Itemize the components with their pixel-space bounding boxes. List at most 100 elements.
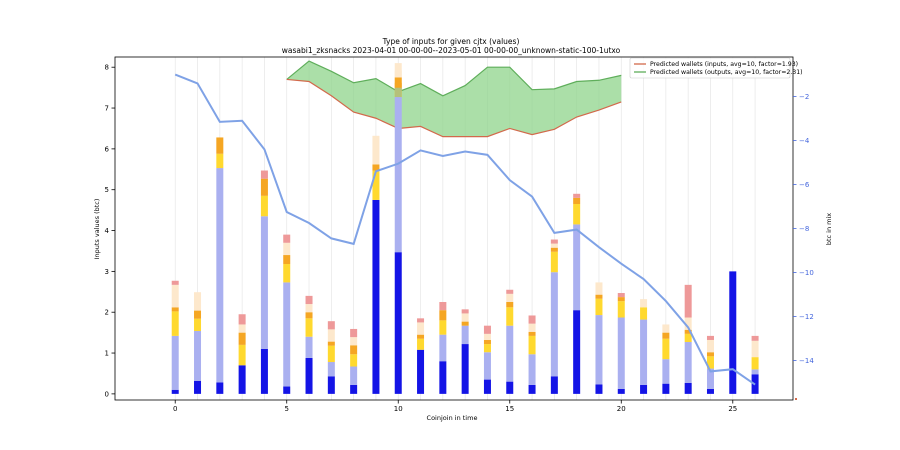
bar-segment [216,153,224,169]
bar-segment [283,234,291,243]
line-series [174,73,756,386]
bar-segment [706,339,714,353]
bar-segment [617,388,625,394]
y-tick-label: 6 [105,145,110,153]
bar-segment [283,282,291,387]
bar-segment [706,388,714,394]
bar-segment [595,294,603,299]
bar-segment [327,329,335,342]
bar-segment [506,381,514,394]
bar-segment [573,224,581,311]
y2-tick-label: −8 [799,225,809,233]
bar-segment [394,63,402,78]
bar-segment [238,344,246,366]
bar-segment [617,317,625,389]
bar-segment [194,380,202,394]
prediction-band [286,60,622,138]
y2-tick-label: −10 [799,269,814,277]
x-tick-label: 25 [728,405,737,413]
bar-segment [305,312,313,319]
bar-segment [573,197,581,204]
bar-segment [751,369,759,375]
bar-segment [706,352,714,357]
bar-segment [483,333,491,340]
bar-segment [171,280,179,285]
x-tick-label: 20 [617,405,626,413]
bar-segment [640,319,648,385]
bar-segment [483,339,491,345]
bar-segment [372,164,380,171]
bar-segment [506,307,514,326]
bar-segment [684,329,692,334]
bar-segment [439,310,447,321]
bar-segment [528,315,536,324]
bar-segment [394,87,402,98]
bar-segment [350,366,358,385]
bar-segment [706,335,714,340]
bar-segment [417,322,425,335]
chart-title: Type of inputs for given cjtx (values) [382,37,520,46]
bar-segment [439,334,447,362]
bar-segment [617,301,625,318]
bar-segment [194,330,202,381]
bar-segment [283,386,291,394]
bar-segment [573,204,581,225]
bar-segment [640,299,648,308]
bar-segment [372,199,380,394]
bar-segment [595,298,603,316]
bar-segment [238,365,246,394]
bar-segment [684,342,692,383]
bar-segment [372,170,380,200]
legend: Predicted wallets (inputs, avg=10, facto… [629,57,803,79]
bar-segment [171,311,179,336]
bar-segment [327,376,335,394]
bar-segment [171,389,179,394]
bar-segment [439,361,447,394]
bar-segment [662,338,670,360]
bar-segment [283,255,291,265]
axis-marker [795,398,797,400]
bar-segment [684,317,692,330]
series-line-btc-in-mix [174,73,756,386]
bar-segment [461,344,469,394]
bar-segment [684,333,692,343]
bar-segment [550,247,558,252]
y-tick-label: 2 [105,309,109,317]
bar-segment [617,297,625,302]
x-tick-label: 5 [284,405,288,413]
bar-segment [394,77,402,88]
bar-segment [461,309,469,314]
bar-segment [573,193,581,198]
bar-segment [350,337,358,346]
y-tick-label: 0 [105,390,109,398]
y-tick-label: 3 [105,268,109,276]
bar-segment [283,242,291,256]
bar-segment [595,282,603,295]
bar-segment [550,272,558,377]
bar-segment [684,284,692,318]
bar-segment [550,243,558,248]
bar-segment [439,302,447,311]
bar-segment [327,321,335,330]
bar-segment [751,357,759,370]
bar-segment [550,239,558,244]
legend-box [629,57,791,79]
bar-segment [350,345,358,355]
y-tick-label: 4 [105,227,110,235]
bar-segment [417,338,425,350]
bar-segment [528,335,536,355]
bar-segment [394,97,402,253]
bar-segment [528,323,536,332]
bar-segment [706,356,714,369]
y-tick-label: 8 [105,64,109,72]
bar-segment [238,324,246,333]
bar-segment [417,349,425,394]
bar-segment [729,271,737,394]
x-axis-label: Coinjoin in time [427,414,478,422]
bar-segment [194,292,202,311]
bar-segment [550,376,558,394]
x-tick-label: 10 [394,405,403,413]
bars [171,63,759,394]
y-tick-label: 5 [105,186,109,194]
